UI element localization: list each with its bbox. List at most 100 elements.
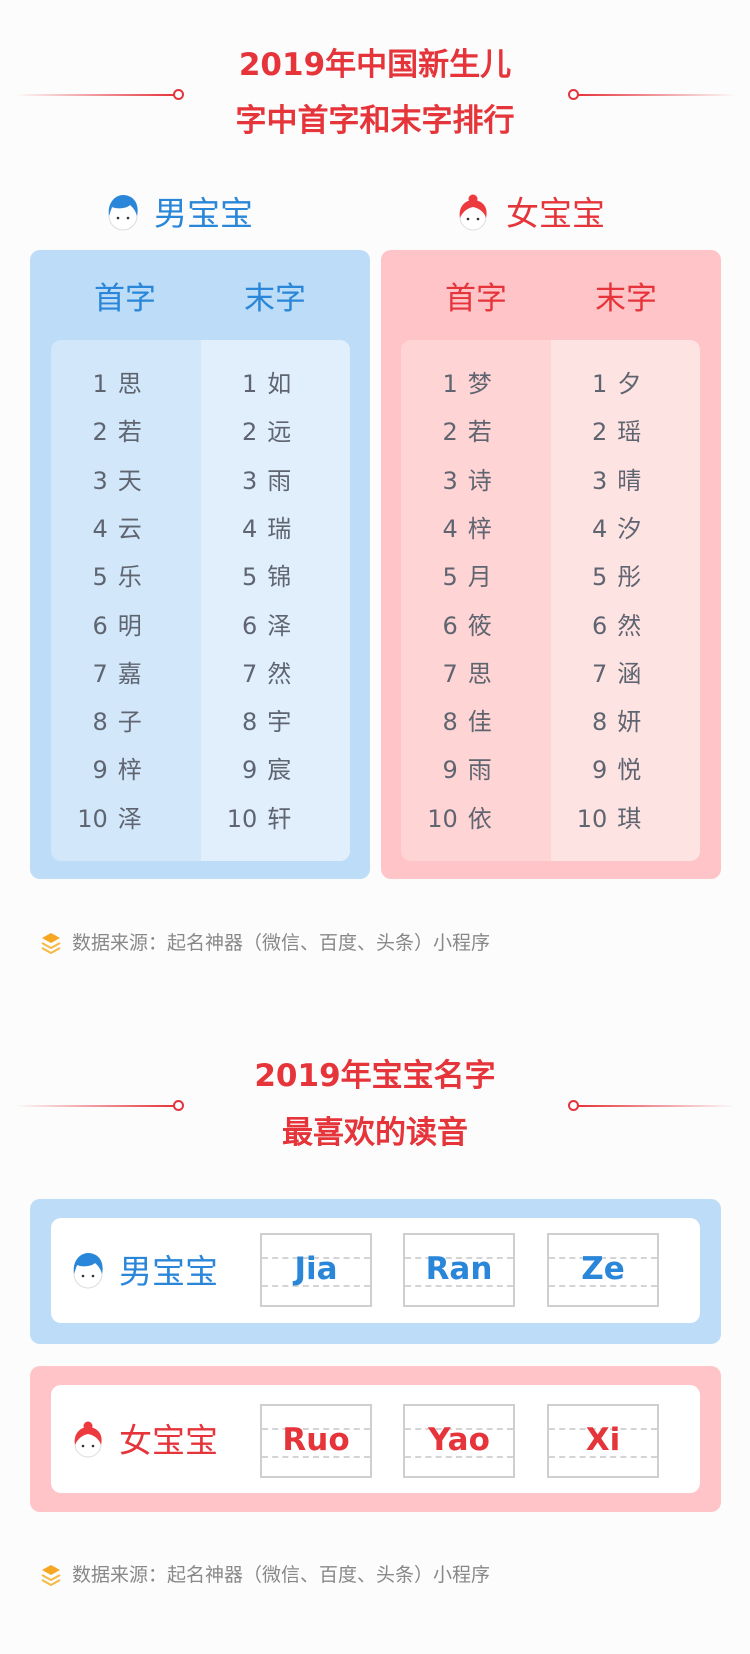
rank-character: 雨	[467, 756, 492, 785]
data-source-text-2: 数据来源：起名神器（微信、百度、头条）小程序	[72, 1564, 491, 1586]
rank-number: 5	[591, 563, 608, 592]
rank-number: 1	[92, 370, 108, 398]
pronunciation-box: Jia	[260, 1233, 372, 1307]
section-title-line2: 字中首字和末字排行	[235, 103, 515, 139]
rank-character: 筱	[467, 611, 492, 640]
pronunciation-box: Ruo	[260, 1404, 372, 1478]
rank-number: 1	[591, 370, 608, 398]
boy-first-list: 1 思 2 若 3 天 4 云 5 乐 6 明 7 嘉 8 子 9 梓 10 泽	[51, 340, 201, 861]
rank-character: 锦	[267, 563, 292, 592]
boy-sound-card: 男宝宝 Jia Ran Ze	[30, 1199, 721, 1344]
rank-row: 10 轩	[201, 799, 351, 839]
rank-character: 梓	[467, 514, 492, 543]
divider-left	[15, 94, 175, 96]
divider2-right	[578, 1105, 736, 1107]
rank-character: 汐	[617, 514, 642, 543]
pronunciation-box: Ran	[403, 1233, 515, 1307]
rank-number: 7	[591, 659, 608, 688]
section2-title-line2: 最喜欢的读音	[282, 1115, 468, 1151]
rank-character: 夕	[617, 370, 642, 398]
pronunciation-text: Xi	[585, 1422, 621, 1458]
rank-character: 梓	[117, 756, 142, 785]
rank-row: 10 依	[401, 799, 551, 839]
pronunciation-text: Ruo	[282, 1422, 350, 1458]
rank-number: 8	[591, 708, 608, 737]
girl-avatar-icon	[74, 1421, 102, 1458]
pronunciation-box: Ze	[547, 1233, 659, 1307]
rank-character: 子	[117, 708, 142, 737]
rank-character: 佳	[467, 708, 492, 737]
girl-last-list: 1 夕 2 瑶 3 晴 4 汐 5 彤 6 然 7 涵 8 妍 9 悦 10 琪	[550, 340, 701, 861]
rank-character: 宇	[267, 708, 292, 737]
rank-character: 彤	[617, 563, 642, 592]
rank-number: 5	[92, 563, 108, 592]
rank-number: 2	[241, 418, 258, 447]
rank-number: 8	[92, 708, 108, 737]
boy-first-header: 首字	[94, 281, 156, 317]
rank-character: 月	[467, 563, 492, 592]
rank-number: 5	[442, 563, 458, 592]
rank-character: 梦	[467, 370, 492, 398]
rank-number: 1	[442, 370, 458, 398]
rank-character: 天	[117, 466, 142, 495]
rank-number: 3	[241, 466, 258, 495]
rank-number: 4	[92, 514, 108, 543]
rank-character: 若	[117, 418, 142, 447]
rank-character: 如	[267, 370, 292, 398]
rank-number: 10	[427, 804, 458, 833]
rank-number: 6	[92, 611, 108, 640]
rank-number: 2	[442, 418, 458, 447]
rank-number: 10	[77, 804, 108, 833]
rank-character: 明	[117, 611, 142, 640]
rank-number: 5	[241, 563, 258, 592]
layers-icon	[41, 933, 61, 955]
section2-title-line1: 2019年宝宝名字	[254, 1058, 496, 1094]
layers-icon	[41, 1565, 61, 1587]
rank-character: 瑞	[267, 514, 292, 543]
data-source-note: 数据来源：起名神器（微信、百度、头条）小程序	[40, 930, 490, 956]
rank-character: 晴	[617, 466, 642, 495]
rank-character: 雨	[267, 466, 292, 495]
rank-number: 6	[241, 611, 258, 640]
rank-number: 9	[92, 756, 108, 785]
rank-character: 泽	[267, 611, 292, 640]
boy-last-list: 1 如 2 远 3 雨 4 瑞 5 锦 6 泽 7 然 8 宇 9 宸 10 轩	[200, 340, 351, 861]
rank-row: 10 琪	[551, 799, 701, 839]
girl-heading: 女宝宝	[506, 194, 605, 233]
boy-heading: 男宝宝	[154, 194, 253, 233]
pronunciation-box: Xi	[547, 1404, 659, 1478]
rank-character: 悦	[617, 756, 642, 785]
girl-last-header: 末字	[595, 281, 657, 317]
rank-number: 10	[576, 804, 608, 833]
boy-last-header: 末字	[244, 281, 306, 317]
pronunciation-text: Ze	[581, 1251, 625, 1287]
